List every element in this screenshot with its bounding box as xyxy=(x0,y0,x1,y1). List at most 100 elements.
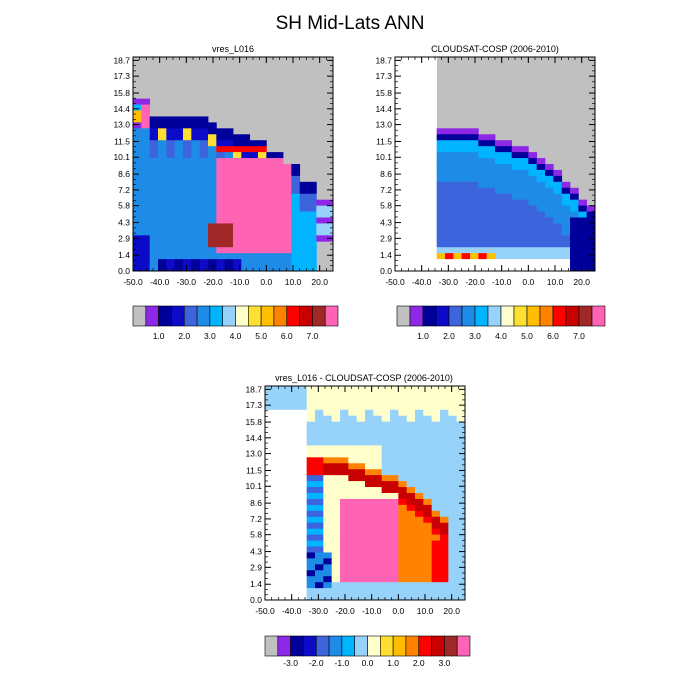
heatmap-cell xyxy=(323,540,333,547)
heatmap-cell xyxy=(381,397,391,405)
heatmap-cell xyxy=(470,229,479,236)
heatmap-cell xyxy=(348,439,358,446)
heatmap-cell xyxy=(348,409,358,417)
heatmap-cell xyxy=(415,498,424,506)
heatmap-cell xyxy=(323,433,333,440)
heatmap-cell xyxy=(470,241,479,248)
heatmap-cell xyxy=(365,439,374,446)
heatmap-cell xyxy=(323,445,333,452)
y-tick-label: 17.3 xyxy=(245,400,262,410)
heatmap-cell xyxy=(440,457,449,464)
heatmap-cell xyxy=(528,158,538,165)
heatmap-cell xyxy=(431,558,441,565)
heatmap-cell xyxy=(174,253,184,260)
heatmap-cell xyxy=(570,193,579,201)
heatmap-cell xyxy=(445,146,454,153)
heatmap-cell xyxy=(553,223,563,230)
heatmap-cell xyxy=(348,433,358,440)
heatmap-cell xyxy=(141,187,151,195)
heatmap-cell xyxy=(428,110,438,117)
heatmap-cell xyxy=(520,253,529,260)
heatmap-cell xyxy=(486,193,496,201)
heatmap-cell xyxy=(281,421,291,429)
heatmap-cell xyxy=(149,193,159,201)
heatmap-cell xyxy=(478,253,488,260)
y-tick-label: 8.6 xyxy=(250,498,262,508)
heatmap-cell xyxy=(453,223,463,230)
heatmap-cell xyxy=(570,241,579,248)
heatmap-cell xyxy=(174,229,184,236)
heatmap-cell xyxy=(420,199,429,207)
heatmap-cell xyxy=(486,265,496,272)
heatmap-cell xyxy=(406,397,416,405)
heatmap-cell xyxy=(356,552,366,559)
y-tick-label: 1.4 xyxy=(118,250,130,260)
heatmap-cell xyxy=(440,469,449,476)
heatmap-cell xyxy=(470,265,479,272)
heatmap-cell xyxy=(265,558,274,565)
heatmap-cell xyxy=(520,169,529,177)
heatmap-cell xyxy=(478,223,488,230)
heatmap-cell xyxy=(578,199,588,207)
heatmap-cell xyxy=(191,265,201,272)
x-tick-label: -40.0 xyxy=(282,606,302,616)
heatmap-cell xyxy=(281,445,291,452)
heatmap-cell xyxy=(420,122,429,129)
heatmap-cell xyxy=(149,253,159,260)
heatmap-cell xyxy=(528,152,538,159)
heatmap-cell xyxy=(561,223,571,230)
heatmap-cell xyxy=(411,211,421,218)
heatmap-cell xyxy=(348,451,358,458)
heatmap-cell xyxy=(216,181,226,189)
heatmap-cell xyxy=(356,582,366,589)
heatmap-cell xyxy=(503,205,513,212)
heatmap-cell xyxy=(315,391,324,399)
heatmap-cell xyxy=(456,445,466,452)
heatmap-cell xyxy=(445,187,454,195)
heatmap-cell xyxy=(373,558,383,565)
heatmap-cell xyxy=(348,510,358,518)
colorbar-swatch xyxy=(396,305,411,327)
heatmap-cell xyxy=(241,175,251,183)
heatmap-cell xyxy=(356,397,366,405)
heatmap-cell xyxy=(241,199,251,207)
heatmap-cell xyxy=(290,546,299,553)
heatmap-cell xyxy=(265,528,274,536)
heatmap-cell xyxy=(411,116,421,123)
heatmap-cell xyxy=(415,391,424,399)
heatmap-cell xyxy=(166,140,176,147)
heatmap-cell xyxy=(266,199,276,207)
heatmap-cell xyxy=(356,475,366,482)
heatmap-cell xyxy=(174,181,184,189)
heatmap-cell xyxy=(415,386,424,393)
heatmap-cell xyxy=(356,439,366,446)
heatmap-cell xyxy=(290,397,299,405)
heatmap-cell xyxy=(308,211,317,218)
axes-diff: -50.0 -40.0 -30.0 -20.0 -10.0 0.0 10.0 20.00.01… xyxy=(245,384,466,616)
heatmap-cell xyxy=(298,516,308,524)
heatmap-cell xyxy=(390,576,399,583)
heatmap-cell xyxy=(423,457,433,464)
heatmap-cell xyxy=(381,570,391,577)
heatmap-cell xyxy=(323,576,333,583)
heatmap-cell xyxy=(258,229,267,236)
heatmap-cell xyxy=(249,235,259,242)
heatmap-cell xyxy=(331,463,341,470)
heatmap-cell xyxy=(208,146,217,153)
heatmap-cell xyxy=(291,193,301,201)
heatmap-cell xyxy=(486,146,496,153)
heatmap-cell xyxy=(420,223,429,230)
heatmap-cell xyxy=(420,181,429,189)
heatmap-cell xyxy=(133,122,142,129)
heatmap-cell xyxy=(315,397,324,405)
heatmap-cell xyxy=(331,397,341,405)
heatmap-cell xyxy=(331,516,341,524)
y-tick-label: 11.5 xyxy=(246,465,262,475)
heatmap-cell xyxy=(208,175,217,183)
y-tick-label: 4.3 xyxy=(250,547,262,557)
heatmap-cell xyxy=(486,164,496,171)
heatmap-cell xyxy=(199,128,209,135)
heatmap-cell xyxy=(241,187,251,195)
heatmap-cell xyxy=(306,546,316,553)
heatmap-cell xyxy=(183,247,192,254)
